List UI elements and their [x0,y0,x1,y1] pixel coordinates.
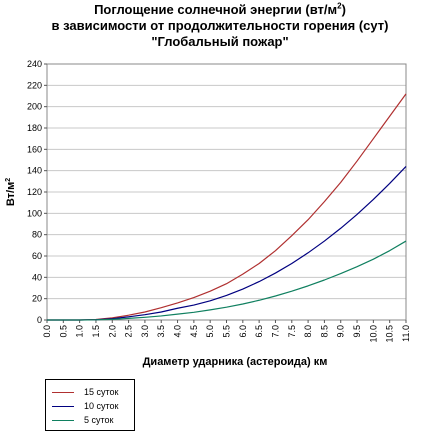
x-tick-label: 4.5 [189,325,199,338]
x-tick-label: 6.0 [238,325,248,338]
legend-swatch-15 [52,392,74,393]
x-tick-label: 8.0 [303,325,313,338]
x-tick-label: 6.5 [254,325,264,338]
axes: 0 20 40 60 80 100 120 140 160 180 200 220 240 0.0 0.5 1… [27,59,411,343]
y-tick-label: 180 [27,123,42,133]
x-tick-label: 0.5 [58,325,68,338]
y-axis-label: Вт/м2 [5,178,17,206]
y-axis-label-text: Вт/м [5,182,17,206]
x-tick-label: 9.5 [352,325,362,338]
title-line-3: "Глобальный пожар" [151,34,289,49]
x-tick-label: 7.5 [287,325,297,338]
y-tick-label: 40 [32,272,42,282]
x-tick-label: 1.0 [75,325,85,338]
y-tick-label: 200 [27,102,42,112]
legend-label-5: 5 суток [84,415,114,425]
series-15-days-line [47,93,407,321]
title-superscript: 2 [337,1,342,11]
grid [47,84,406,300]
x-tick-label: 2.0 [107,325,117,338]
x-tick-label: 9.0 [336,325,346,338]
title-line-1-end: ) [341,2,346,17]
y-tick-label: 160 [27,144,42,154]
y-tick-label: 240 [27,59,42,69]
y-axis-label-superscript: 2 [5,178,12,182]
x-tick-label: 10.5 [385,325,395,343]
title-line-2: в зависимости от продолжительности горен… [51,18,389,33]
title-line-1: Поглощение солнечной энергии (вт/м [94,2,338,17]
y-tick-label: 0 [37,315,42,325]
legend-label-15: 15 суток [84,387,119,397]
y-tick-label: 140 [27,166,42,176]
x-tick-label: 4.0 [173,325,183,338]
legend-label-10: 10 суток [84,401,119,411]
legend-swatch-10 [52,406,74,407]
y-tick-label: 120 [27,187,42,197]
x-tick-label: 8.5 [319,325,329,338]
x-axis-label: Диаметр ударника (астероида) км [143,356,328,368]
x-tick-label: 7.0 [270,325,280,338]
x-tick-label: 3.0 [140,325,150,338]
x-tick-label: 2.5 [124,325,134,338]
y-tick-label: 60 [32,251,42,261]
x-tick-label: 1.5 [91,325,101,338]
legend-swatch-5 [52,420,74,421]
series-5-days-line [47,240,407,321]
y-tick-label: 100 [27,208,42,218]
x-tick-label: 5.5 [222,325,232,338]
legend: 15 суток 10 суток 5 суток [45,379,135,431]
x-tick-label: 10.0 [368,325,378,343]
y-tick-label: 20 [32,294,42,304]
y-tick-label: 220 [27,80,42,90]
x-tick-label: 11.0 [401,325,411,342]
series-10-days-line [47,165,407,321]
x-tick-label: 0.0 [42,325,52,338]
chart-title: Поглощение солнечной энергии (вт/м2) в з… [0,2,440,50]
x-tick-label: 3.5 [156,325,166,338]
x-tick-label: 5.0 [205,325,215,338]
y-tick-label: 80 [32,230,42,240]
series-lines [47,93,407,321]
